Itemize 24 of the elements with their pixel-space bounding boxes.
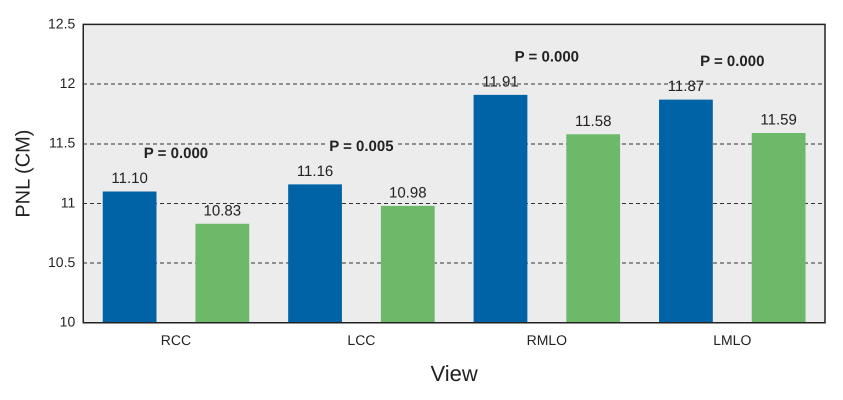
data-label: 11.58 bbox=[574, 112, 612, 130]
y-tick-label: 10 bbox=[60, 314, 76, 330]
x-tick-label: RMLO bbox=[526, 332, 568, 348]
data-label: 11.91 bbox=[482, 73, 519, 90]
y-axis-title: PNL (CM) bbox=[12, 130, 35, 218]
data-label: 11.10 bbox=[111, 170, 148, 188]
data-label: 11.87 bbox=[668, 78, 704, 96]
y-tick-label: 12 bbox=[60, 74, 76, 91]
annotation: P = 0.000 bbox=[700, 53, 764, 70]
y-tick-label: 11.5 bbox=[49, 134, 76, 151]
data-label: 10.98 bbox=[388, 184, 427, 202]
x-tick-label: RCC bbox=[160, 332, 192, 348]
annotation: P = 0.005 bbox=[329, 138, 394, 155]
y-tick-label: 11 bbox=[60, 194, 76, 210]
data-label: 11.59 bbox=[760, 112, 797, 129]
x-tick-label: LMLO bbox=[713, 332, 752, 348]
y-tick-label: 12.5 bbox=[48, 15, 76, 32]
annotation: P = 0.000 bbox=[514, 48, 580, 66]
x-tick-label: LCC bbox=[347, 332, 376, 348]
y-tick-label: 10.5 bbox=[48, 254, 76, 270]
data-label: 10.83 bbox=[204, 202, 242, 220]
annotation: P = 0.000 bbox=[144, 145, 208, 162]
x-axis-title: View bbox=[430, 360, 478, 386]
data-label: 11.16 bbox=[296, 162, 334, 180]
